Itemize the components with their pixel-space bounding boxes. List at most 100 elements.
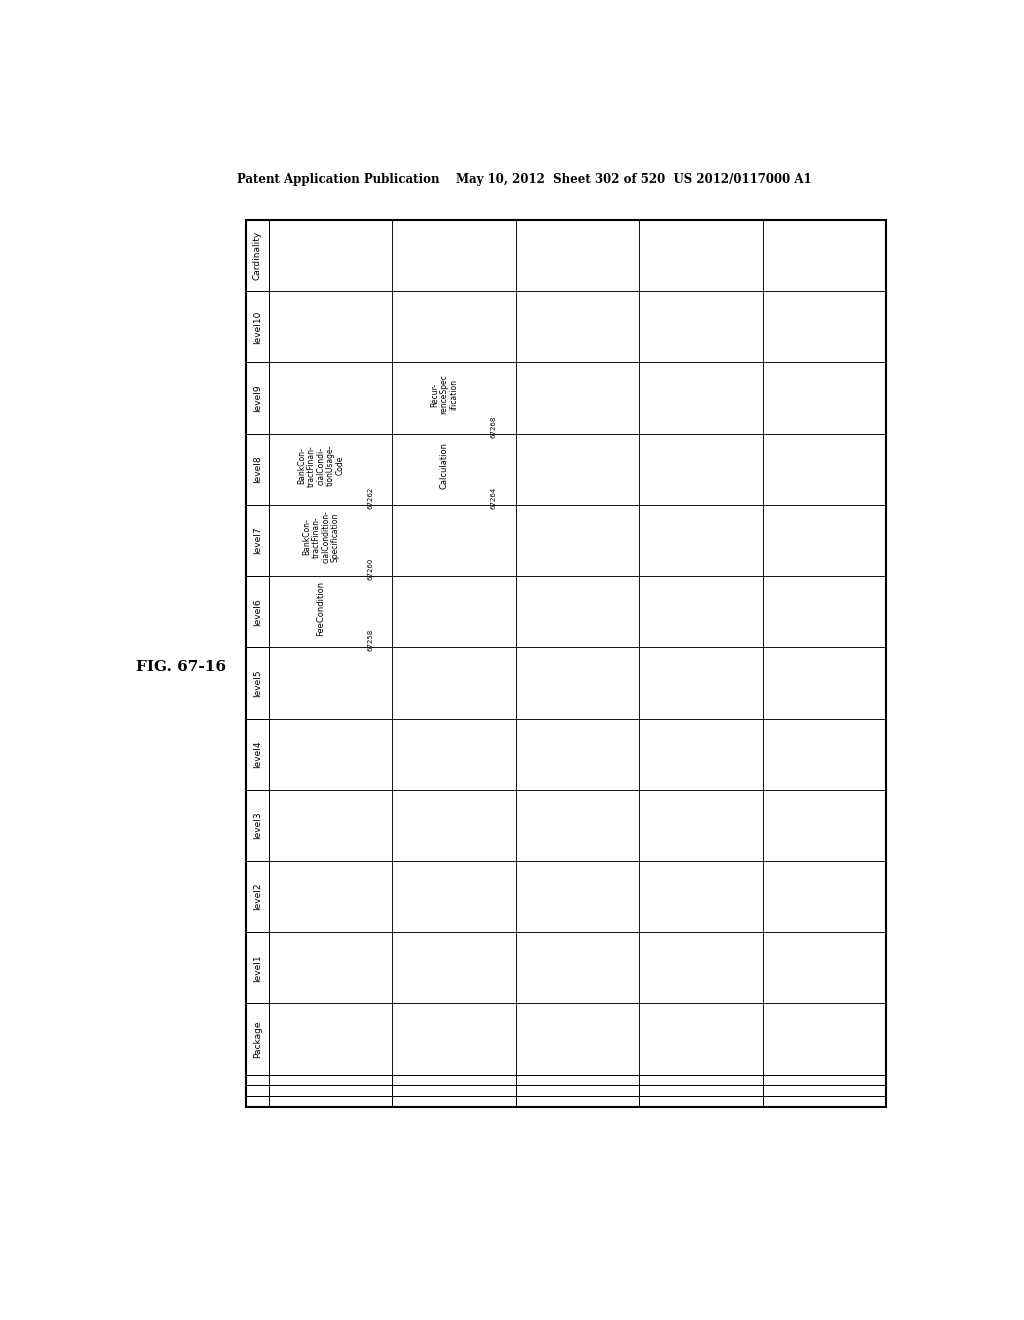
Bar xyxy=(639,1085,763,1096)
Bar xyxy=(639,576,763,647)
Text: level10: level10 xyxy=(253,310,262,343)
Bar xyxy=(246,220,269,292)
Text: level7: level7 xyxy=(253,527,262,554)
Bar xyxy=(392,932,516,1003)
Bar xyxy=(639,1096,763,1107)
Bar xyxy=(392,1074,516,1085)
Text: level5: level5 xyxy=(253,669,262,697)
Text: 67258: 67258 xyxy=(368,630,373,651)
Text: Package: Package xyxy=(253,1020,262,1057)
Bar xyxy=(269,1096,392,1107)
Bar xyxy=(392,647,516,718)
Bar xyxy=(246,718,269,789)
Bar xyxy=(246,1074,269,1085)
Text: level8: level8 xyxy=(253,455,262,483)
Text: Patent Application Publication    May 10, 2012  Sheet 302 of 520  US 2012/011700: Patent Application Publication May 10, 2… xyxy=(238,173,812,186)
Bar xyxy=(763,647,886,718)
Bar xyxy=(246,434,269,506)
Bar xyxy=(269,292,392,363)
Bar xyxy=(639,292,763,363)
Text: level3: level3 xyxy=(253,812,262,840)
Bar xyxy=(639,1074,763,1085)
Bar xyxy=(516,363,639,434)
Bar xyxy=(516,576,639,647)
Bar xyxy=(516,292,639,363)
Bar xyxy=(763,718,886,789)
Bar xyxy=(763,1096,886,1107)
Bar xyxy=(639,1003,763,1074)
Text: level6: level6 xyxy=(253,598,262,626)
Bar xyxy=(763,292,886,363)
Bar xyxy=(392,1003,516,1074)
Bar xyxy=(763,789,886,861)
Bar xyxy=(392,434,516,506)
Text: FIG. 67-16: FIG. 67-16 xyxy=(136,660,225,673)
Bar xyxy=(516,1096,639,1107)
Bar xyxy=(392,576,516,647)
Bar xyxy=(392,789,516,861)
Bar xyxy=(516,434,639,506)
Bar xyxy=(269,647,392,718)
Bar xyxy=(516,1003,639,1074)
Bar xyxy=(246,647,269,718)
Bar xyxy=(516,220,639,292)
Bar xyxy=(246,1096,269,1107)
Bar xyxy=(246,932,269,1003)
Bar xyxy=(269,789,392,861)
Bar xyxy=(516,1074,639,1085)
Bar xyxy=(269,434,392,506)
Bar xyxy=(269,1085,392,1096)
Bar xyxy=(246,292,269,363)
Bar xyxy=(516,789,639,861)
Bar xyxy=(763,363,886,434)
Bar xyxy=(763,932,886,1003)
Text: 67262: 67262 xyxy=(368,487,373,510)
Text: level1: level1 xyxy=(253,954,262,982)
Bar xyxy=(639,789,763,861)
Bar xyxy=(269,363,392,434)
Bar xyxy=(246,363,269,434)
Bar xyxy=(516,861,639,932)
Bar xyxy=(763,504,886,576)
Bar xyxy=(392,718,516,789)
Bar xyxy=(639,647,763,718)
Text: Cardinality: Cardinality xyxy=(253,231,262,280)
Text: level9: level9 xyxy=(253,384,262,412)
Bar xyxy=(392,1096,516,1107)
Bar xyxy=(246,504,269,576)
Bar xyxy=(763,861,886,932)
Text: 67260: 67260 xyxy=(368,558,373,581)
Bar xyxy=(269,1074,392,1085)
Bar xyxy=(639,434,763,506)
Bar xyxy=(392,861,516,932)
Bar xyxy=(246,220,886,1107)
Text: level2: level2 xyxy=(253,883,262,911)
Text: level4: level4 xyxy=(253,741,262,768)
Bar xyxy=(763,220,886,292)
Bar xyxy=(763,1074,886,1085)
Text: Calculation: Calculation xyxy=(439,442,449,490)
Bar xyxy=(763,1003,886,1074)
Bar xyxy=(516,718,639,789)
Bar xyxy=(392,363,516,434)
Text: Recur-
renceSpec
ification: Recur- renceSpec ification xyxy=(430,375,459,414)
Bar xyxy=(246,861,269,932)
Bar xyxy=(639,504,763,576)
Text: BankCon-
tractFinan-
cialCondition-
Specification: BankCon- tractFinan- cialCondition- Spec… xyxy=(302,511,340,564)
Bar xyxy=(763,576,886,647)
Bar xyxy=(763,1085,886,1096)
Bar xyxy=(269,504,392,576)
Bar xyxy=(392,504,516,576)
Text: FeeCondition: FeeCondition xyxy=(316,581,326,636)
Text: 67264: 67264 xyxy=(490,487,497,510)
Bar xyxy=(639,861,763,932)
Bar xyxy=(516,647,639,718)
Bar xyxy=(269,1003,392,1074)
Bar xyxy=(392,220,516,292)
Bar xyxy=(639,220,763,292)
Bar xyxy=(246,1003,269,1074)
Bar xyxy=(246,576,269,647)
Bar xyxy=(246,789,269,861)
Bar xyxy=(269,576,392,647)
Bar xyxy=(269,932,392,1003)
